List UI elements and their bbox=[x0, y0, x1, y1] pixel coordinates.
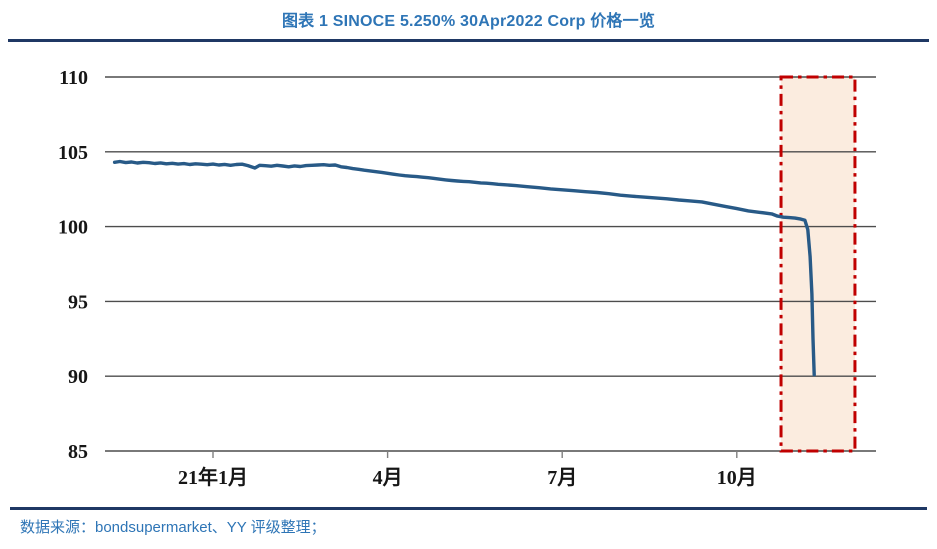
highlight-region-fill bbox=[781, 77, 855, 451]
y-axis-label-85: 85 bbox=[68, 441, 88, 463]
chart-title: 图表 1 SINOCE 5.250% 30Apr2022 Corp 价格一览 bbox=[281, 13, 656, 30]
y-axis-label-105: 105 bbox=[58, 142, 88, 164]
data-source-note: 数据来源：bondsupermarket、YY 评级整理； bbox=[20, 519, 326, 536]
highlight-region-border bbox=[779, 75, 857, 453]
x-axis-label-7月: 7月 bbox=[547, 467, 577, 489]
x-axis-label-21年1月: 21年1月 bbox=[178, 465, 248, 489]
title-divider-rule bbox=[8, 39, 929, 42]
y-axis-label-90: 90 bbox=[68, 366, 88, 388]
footer-divider-rule bbox=[10, 507, 927, 510]
y-axis-label-100: 100 bbox=[58, 217, 88, 239]
x-axis-label-4月: 4月 bbox=[373, 467, 403, 489]
x-axis-label-10月: 10月 bbox=[717, 467, 757, 489]
y-axis-label-95: 95 bbox=[68, 291, 88, 313]
price-line bbox=[112, 159, 816, 377]
y-axis-label-110: 110 bbox=[59, 67, 88, 89]
